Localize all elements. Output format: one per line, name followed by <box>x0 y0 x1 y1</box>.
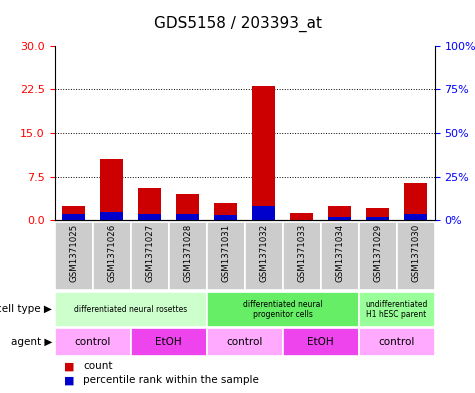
Bar <box>207 328 283 356</box>
Bar <box>62 214 85 220</box>
Bar <box>397 222 435 290</box>
Text: ■: ■ <box>64 375 75 385</box>
Bar <box>214 203 237 220</box>
Bar <box>366 208 389 220</box>
Bar <box>366 217 389 220</box>
Bar <box>290 213 313 220</box>
Bar <box>404 214 427 220</box>
Bar <box>55 328 131 356</box>
Text: GSM1371025: GSM1371025 <box>69 224 78 282</box>
Bar <box>328 206 351 220</box>
Text: GSM1371027: GSM1371027 <box>145 224 154 282</box>
Bar <box>207 222 245 290</box>
Text: cell type ▶: cell type ▶ <box>0 304 52 314</box>
Bar <box>328 217 351 220</box>
Bar <box>62 206 85 220</box>
Bar <box>169 222 207 290</box>
Bar <box>404 183 427 220</box>
Bar <box>283 328 359 356</box>
Bar <box>359 222 397 290</box>
Bar <box>131 328 207 356</box>
Text: undifferentiated
H1 hESC parent: undifferentiated H1 hESC parent <box>365 299 428 319</box>
Bar <box>252 86 275 220</box>
Bar <box>245 222 283 290</box>
Bar <box>93 222 131 290</box>
Text: agent ▶: agent ▶ <box>11 337 52 347</box>
Bar <box>359 328 435 356</box>
Text: differentiated neural rosettes: differentiated neural rosettes <box>74 305 187 314</box>
Bar <box>252 206 275 220</box>
Text: GSM1371032: GSM1371032 <box>259 224 268 282</box>
Text: GSM1371033: GSM1371033 <box>297 224 306 282</box>
Bar <box>176 214 199 220</box>
Text: control: control <box>227 337 263 347</box>
Text: differentiated neural
progenitor cells: differentiated neural progenitor cells <box>243 299 323 319</box>
Text: GSM1371030: GSM1371030 <box>411 224 420 282</box>
Text: control: control <box>75 337 111 347</box>
Bar <box>359 292 435 327</box>
Text: ■: ■ <box>64 362 75 371</box>
Bar <box>138 188 161 220</box>
Bar <box>131 222 169 290</box>
Text: count: count <box>83 362 113 371</box>
Bar <box>138 214 161 220</box>
Text: GSM1371029: GSM1371029 <box>373 224 382 282</box>
Text: EtOH: EtOH <box>155 337 182 347</box>
Text: GDS5158 / 203393_at: GDS5158 / 203393_at <box>153 16 322 32</box>
Bar <box>321 222 359 290</box>
Bar <box>176 194 199 220</box>
Text: percentile rank within the sample: percentile rank within the sample <box>83 375 259 385</box>
Bar <box>207 292 359 327</box>
Bar <box>214 215 237 220</box>
Text: GSM1371031: GSM1371031 <box>221 224 230 282</box>
Bar <box>55 292 207 327</box>
Text: control: control <box>379 337 415 347</box>
Bar <box>100 212 123 220</box>
Bar <box>100 159 123 220</box>
Text: GSM1371026: GSM1371026 <box>107 224 116 282</box>
Bar <box>283 222 321 290</box>
Bar <box>55 222 93 290</box>
Text: GSM1371034: GSM1371034 <box>335 224 344 282</box>
Text: EtOH: EtOH <box>307 337 334 347</box>
Text: GSM1371028: GSM1371028 <box>183 224 192 282</box>
